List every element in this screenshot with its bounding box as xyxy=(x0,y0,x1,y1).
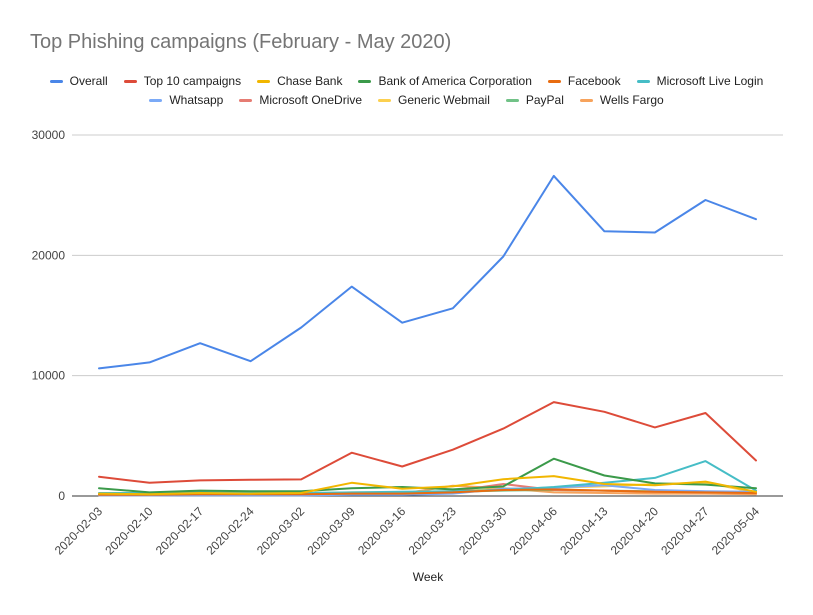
legend-item[interactable]: Wells Fargo xyxy=(579,93,664,107)
legend-swatch xyxy=(257,79,271,83)
legend-label: Bank of America Corporation xyxy=(378,74,532,88)
legend-row: Overall Top 10 campaigns Chase Bank Bank of… xyxy=(0,74,813,88)
legend-swatch xyxy=(505,98,519,102)
legend-swatch xyxy=(49,79,63,83)
y-tick-label: 20000 xyxy=(32,248,66,262)
legend-label: Microsoft Live Login xyxy=(656,74,764,88)
legend-label: Microsoft OneDrive xyxy=(259,93,363,107)
legend-swatch xyxy=(149,98,163,102)
legend-swatch xyxy=(547,79,561,83)
x-axis-ticks: 2020-02-032020-02-102020-02-172020-02-24… xyxy=(52,504,763,558)
x-tick-label: 2020-04-20 xyxy=(608,504,662,558)
x-tick-label: 2020-02-03 xyxy=(52,504,106,558)
legend-label: Whatsapp xyxy=(169,93,224,107)
legend-item[interactable]: PayPal xyxy=(505,93,564,107)
legend-label: Facebook xyxy=(567,74,621,88)
legend-swatch xyxy=(378,98,392,102)
legend-item[interactable]: Microsoft OneDrive xyxy=(239,93,362,107)
legend-swatch xyxy=(579,98,593,102)
x-tick-label: 2020-03-23 xyxy=(406,504,460,558)
x-tick-label: 2020-03-30 xyxy=(456,504,510,558)
series-line-top-10-campaigns xyxy=(98,401,757,484)
x-tick-label: 2020-05-04 xyxy=(709,504,763,558)
x-tick-label: 2020-04-06 xyxy=(507,504,561,558)
x-tick-label: 2020-02-24 xyxy=(203,504,257,558)
x-axis-title: Week xyxy=(413,570,444,584)
legend-item[interactable]: Whatsapp xyxy=(149,93,223,107)
legend-label: Overall xyxy=(69,74,108,88)
series-line-overall xyxy=(98,174,757,370)
legend-label: PayPal xyxy=(525,93,564,107)
y-tick-label: 30000 xyxy=(32,128,66,142)
x-tick-label: 2020-03-09 xyxy=(305,504,359,558)
series-line-chase-bank xyxy=(98,475,757,496)
chart-title: Top Phishing campaigns (February - May 2… xyxy=(30,31,452,53)
legend-row: Whatsapp Microsoft OneDrive Generic Webmai… xyxy=(0,93,813,107)
y-tick-label: 10000 xyxy=(32,369,66,383)
series-line-facebook xyxy=(98,488,757,496)
series-line-whatsapp xyxy=(98,484,757,497)
x-tick-label: 2020-02-10 xyxy=(102,504,156,558)
x-tick-label: 2020-03-02 xyxy=(254,504,308,558)
x-tick-label: 2020-04-13 xyxy=(557,504,611,558)
legend-label: Generic Webmail xyxy=(398,93,490,107)
legend-item[interactable]: Generic Webmail xyxy=(378,93,490,107)
legend-item[interactable]: Microsoft Live Login xyxy=(636,74,764,88)
x-tick-label: 2020-03-16 xyxy=(355,504,409,558)
x-tick-label: 2020-02-17 xyxy=(153,504,207,558)
legend-item[interactable]: Facebook xyxy=(547,74,621,88)
legend-label: Top 10 campaigns xyxy=(143,74,242,88)
y-axis-ticks: 0 10000 20000 30000 xyxy=(32,128,66,503)
legend-item[interactable]: Overall xyxy=(49,74,108,88)
y-tick-label: 0 xyxy=(58,489,65,503)
legend-label: Chase Bank xyxy=(277,74,343,88)
gridlines xyxy=(72,134,783,497)
series-lines xyxy=(98,174,757,497)
legend-swatch xyxy=(239,98,253,102)
legend-label: Wells Fargo xyxy=(599,93,664,107)
legend-swatch xyxy=(636,79,650,83)
legend-item[interactable]: Bank of America Corporation xyxy=(358,74,532,88)
x-tick-label: 2020-04-27 xyxy=(658,504,712,558)
legend-swatch xyxy=(123,79,137,83)
legend-item[interactable]: Chase Bank xyxy=(257,74,342,88)
legend-item[interactable]: Top 10 campaigns xyxy=(123,74,242,88)
legend-swatch xyxy=(358,79,372,83)
